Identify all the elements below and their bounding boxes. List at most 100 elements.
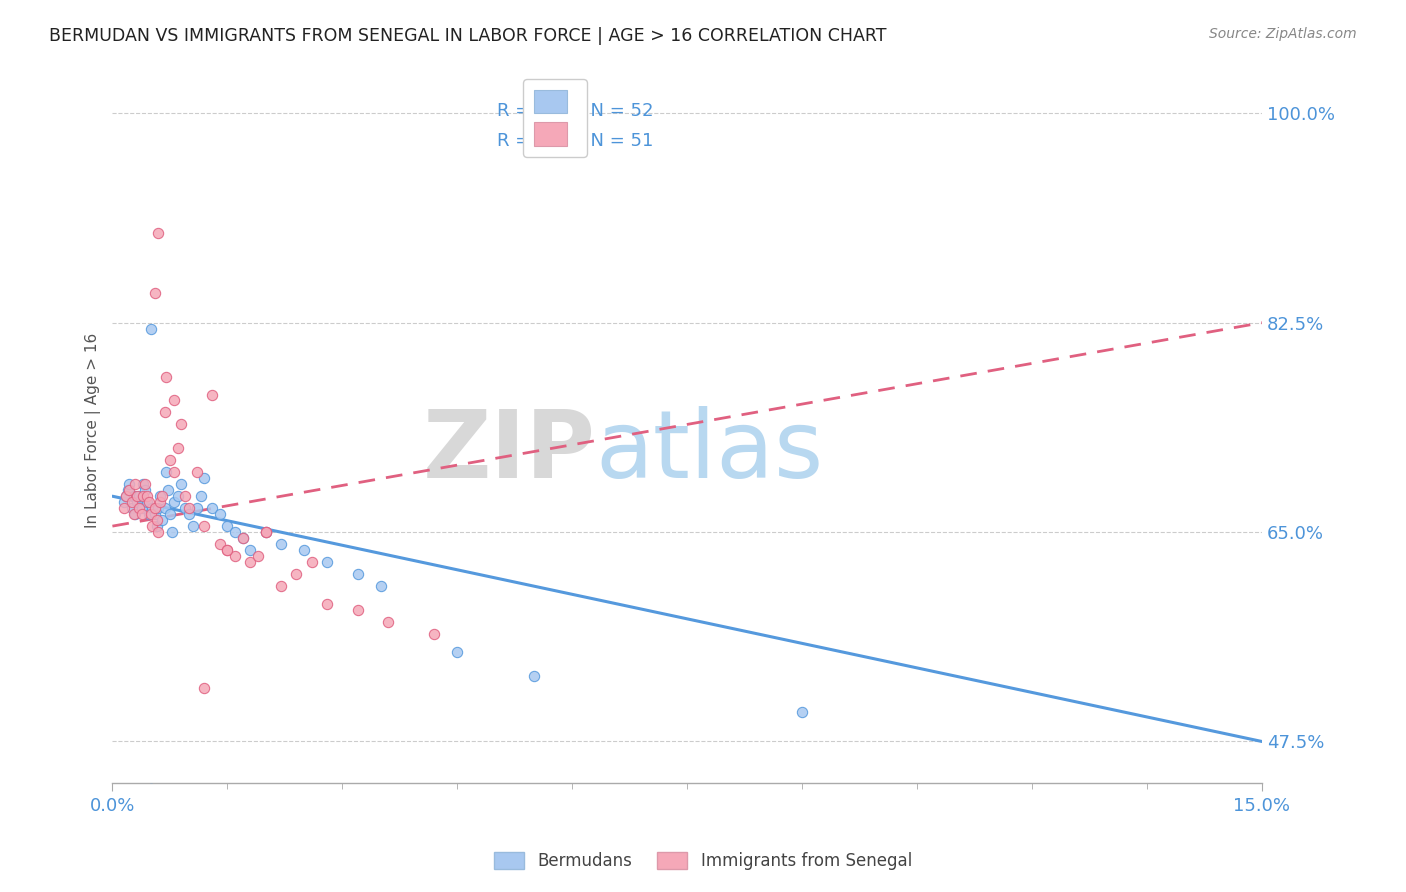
Point bbox=[155, 465, 177, 479]
Point bbox=[163, 465, 186, 479]
Point bbox=[115, 489, 138, 503]
Point bbox=[112, 495, 135, 509]
Point bbox=[446, 645, 468, 659]
Point bbox=[135, 489, 157, 503]
Text: -0.264: -0.264 bbox=[529, 103, 586, 120]
Point bbox=[115, 489, 138, 503]
Point bbox=[292, 543, 315, 558]
Point bbox=[254, 525, 277, 540]
Text: atlas: atlas bbox=[595, 406, 824, 498]
Point bbox=[224, 549, 246, 563]
Point bbox=[270, 537, 292, 551]
Point bbox=[128, 501, 150, 516]
Point bbox=[138, 507, 160, 521]
Point bbox=[186, 465, 208, 479]
Point bbox=[346, 603, 368, 617]
Point bbox=[208, 507, 231, 521]
Point bbox=[153, 501, 176, 516]
Point bbox=[346, 566, 368, 581]
Text: R =: R = bbox=[498, 103, 537, 120]
Point bbox=[254, 525, 277, 540]
Point bbox=[224, 525, 246, 540]
Point bbox=[208, 537, 231, 551]
Point bbox=[174, 489, 197, 503]
Point bbox=[117, 483, 139, 498]
Point bbox=[160, 525, 183, 540]
Point bbox=[128, 489, 150, 503]
Point bbox=[193, 471, 215, 485]
Point bbox=[134, 483, 156, 498]
Text: 0.175: 0.175 bbox=[529, 132, 586, 150]
Point bbox=[163, 393, 186, 408]
Point bbox=[201, 387, 224, 401]
Point bbox=[139, 507, 162, 521]
Point bbox=[159, 453, 181, 467]
Point bbox=[254, 525, 277, 540]
Point bbox=[122, 489, 145, 503]
Point bbox=[143, 507, 166, 521]
Point bbox=[125, 489, 148, 503]
Point bbox=[122, 507, 145, 521]
Point bbox=[135, 495, 157, 509]
Point bbox=[186, 501, 208, 516]
Point bbox=[141, 519, 163, 533]
Text: Source: ZipAtlas.com: Source: ZipAtlas.com bbox=[1209, 27, 1357, 41]
Text: R =: R = bbox=[498, 132, 537, 150]
Point bbox=[156, 483, 179, 498]
Point bbox=[124, 507, 146, 521]
Point bbox=[190, 489, 212, 503]
Point bbox=[148, 824, 170, 838]
Point bbox=[166, 442, 188, 456]
Point bbox=[181, 519, 204, 533]
Point bbox=[316, 555, 339, 569]
Point bbox=[148, 226, 170, 240]
Text: BERMUDAN VS IMMIGRANTS FROM SENEGAL IN LABOR FORCE | AGE > 16 CORRELATION CHART: BERMUDAN VS IMMIGRANTS FROM SENEGAL IN L… bbox=[49, 27, 887, 45]
Point bbox=[217, 543, 239, 558]
Point bbox=[232, 531, 254, 545]
Point bbox=[149, 495, 172, 509]
Point bbox=[239, 543, 262, 558]
Point bbox=[121, 495, 143, 509]
Point bbox=[193, 681, 215, 695]
Text: N = 51: N = 51 bbox=[579, 132, 654, 150]
Point bbox=[301, 555, 323, 569]
Point bbox=[316, 597, 339, 611]
Point bbox=[217, 543, 239, 558]
Point bbox=[139, 782, 162, 797]
Y-axis label: In Labor Force | Age > 16: In Labor Force | Age > 16 bbox=[86, 333, 101, 528]
Point bbox=[239, 555, 262, 569]
Point bbox=[150, 513, 173, 527]
Point bbox=[131, 507, 153, 521]
Point bbox=[170, 477, 193, 491]
Point bbox=[132, 489, 155, 503]
Point bbox=[193, 519, 215, 533]
Point bbox=[118, 483, 141, 498]
Text: N = 52: N = 52 bbox=[579, 103, 654, 120]
Point bbox=[285, 566, 308, 581]
Point bbox=[149, 489, 172, 503]
Point bbox=[232, 531, 254, 545]
Point bbox=[247, 549, 270, 563]
Point bbox=[118, 477, 141, 491]
Point bbox=[270, 579, 292, 593]
Point bbox=[141, 501, 163, 516]
Point bbox=[112, 501, 135, 516]
Point bbox=[134, 477, 156, 491]
Point bbox=[163, 495, 186, 509]
Point bbox=[146, 513, 169, 527]
Point bbox=[132, 477, 155, 491]
Point bbox=[143, 501, 166, 516]
Text: ZIP: ZIP bbox=[422, 406, 595, 498]
Point bbox=[370, 579, 392, 593]
Point bbox=[155, 369, 177, 384]
Legend: , : , bbox=[523, 79, 586, 156]
Point bbox=[217, 519, 239, 533]
Point bbox=[377, 615, 399, 629]
Point bbox=[423, 627, 446, 641]
Point bbox=[138, 495, 160, 509]
Point bbox=[523, 668, 546, 682]
Point bbox=[159, 507, 181, 521]
Point bbox=[174, 501, 197, 516]
Point bbox=[131, 501, 153, 516]
Point bbox=[148, 525, 170, 540]
